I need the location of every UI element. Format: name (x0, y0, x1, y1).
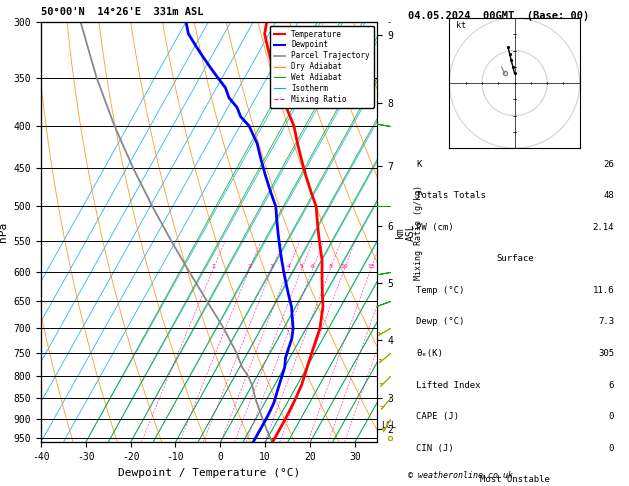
Text: 3: 3 (270, 264, 274, 269)
Text: 305: 305 (598, 349, 614, 358)
Y-axis label: km
ASL: km ASL (394, 223, 416, 241)
Text: θₑ(K): θₑ(K) (416, 349, 443, 358)
Text: 26: 26 (603, 159, 614, 169)
Text: 4: 4 (286, 264, 291, 269)
Text: 7.3: 7.3 (598, 317, 614, 327)
Text: 50°00'N  14°26'E  331m ASL: 50°00'N 14°26'E 331m ASL (41, 7, 203, 17)
Y-axis label: Mixing Ratio (g/kg): Mixing Ratio (g/kg) (414, 185, 423, 279)
Text: kt: kt (456, 21, 466, 30)
Text: 0: 0 (609, 412, 614, 421)
Y-axis label: hPa: hPa (0, 222, 8, 242)
Text: Totals Totals: Totals Totals (416, 191, 486, 200)
Text: © weatheronline.co.uk: © weatheronline.co.uk (408, 471, 513, 480)
Text: 5: 5 (299, 264, 303, 269)
X-axis label: Dewpoint / Temperature (°C): Dewpoint / Temperature (°C) (118, 468, 300, 478)
Text: 6: 6 (311, 264, 314, 269)
Text: Temp (°C): Temp (°C) (416, 286, 465, 295)
Text: Lifted Index: Lifted Index (416, 381, 481, 390)
Text: 48: 48 (603, 191, 614, 200)
Text: PW (cm): PW (cm) (416, 223, 454, 232)
Text: LCL: LCL (382, 421, 396, 430)
Text: 2.14: 2.14 (593, 223, 614, 232)
Text: CIN (J): CIN (J) (416, 444, 454, 453)
Text: 8: 8 (328, 264, 332, 269)
Text: 0: 0 (609, 444, 614, 453)
Text: Most Unstable: Most Unstable (480, 475, 550, 485)
Legend: Temperature, Dewpoint, Parcel Trajectory, Dry Adiabat, Wet Adiabat, Isotherm, Mi: Temperature, Dewpoint, Parcel Trajectory… (270, 26, 374, 108)
Text: 6: 6 (609, 381, 614, 390)
Text: K: K (416, 159, 421, 169)
Text: 1: 1 (211, 264, 215, 269)
Text: 11.6: 11.6 (593, 286, 614, 295)
Text: 2: 2 (247, 264, 252, 269)
Text: Dewp (°C): Dewp (°C) (416, 317, 465, 327)
Text: 04.05.2024  00GMT  (Base: 00): 04.05.2024 00GMT (Base: 00) (408, 11, 589, 21)
Text: Surface: Surface (496, 254, 534, 263)
Text: 10: 10 (340, 264, 348, 269)
Text: CAPE (J): CAPE (J) (416, 412, 459, 421)
Text: 15: 15 (367, 264, 375, 269)
